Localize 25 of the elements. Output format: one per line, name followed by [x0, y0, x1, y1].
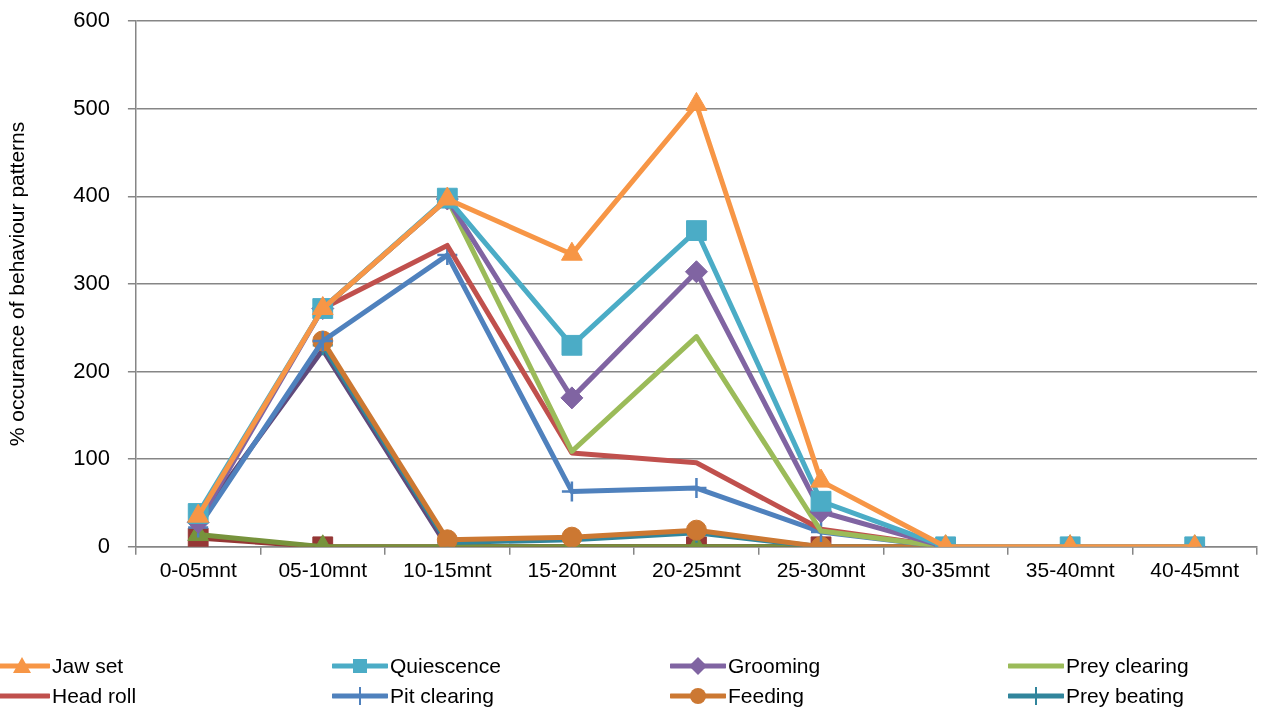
y-tick-label: 300: [73, 270, 110, 296]
legend-label: Pit clearing: [390, 684, 494, 708]
legend-label: Quiescence: [390, 654, 501, 678]
x-tick-label: 05-10mnt: [278, 558, 368, 582]
legend-label: Head roll: [52, 684, 137, 708]
x-tick-label: 15-20mnt: [527, 558, 617, 582]
legend-label: Prey clearing: [1066, 654, 1189, 678]
x-tick-label: 0-05mnt: [159, 558, 237, 582]
y-tick-label: 600: [73, 7, 110, 33]
x-tick-label: 35-40mnt: [1025, 558, 1115, 582]
legend-label: Prey beating: [1066, 684, 1184, 708]
x-tick-label: 40-45mnt: [1150, 558, 1240, 582]
legend-label: Jaw set: [52, 654, 124, 678]
x-tick-label: 25-30mnt: [776, 558, 866, 582]
legend-label: Grooming: [728, 654, 821, 678]
x-tick-label: 20-25mnt: [652, 558, 741, 582]
legend-label: Feeding: [728, 684, 804, 708]
y-tick-label: 200: [73, 357, 110, 383]
x-tick-label: 30-35mnt: [901, 558, 991, 582]
y-tick-label: 500: [73, 94, 110, 120]
x-tick-label: 10-15mnt: [402, 558, 492, 582]
y-tick-label: 400: [73, 182, 110, 208]
y-tick-label: 100: [73, 445, 110, 471]
y-axis-title: % occurance of behaviour patterns: [5, 121, 29, 447]
y-tick-label: 0: [97, 532, 110, 558]
